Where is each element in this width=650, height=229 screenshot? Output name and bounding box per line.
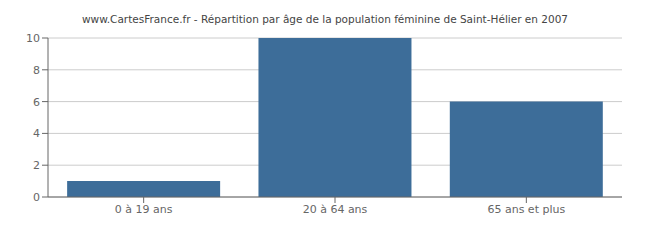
svg-text:6: 6 <box>33 96 40 109</box>
svg-text:65 ans et plus: 65 ans et plus <box>487 203 565 216</box>
svg-text:10: 10 <box>26 32 40 45</box>
svg-text:2: 2 <box>33 159 40 172</box>
svg-text:4: 4 <box>33 127 40 140</box>
html-text:www.CartesFrance.fr - Répartit: www.CartesFrance.fr - Répartition par âg… <box>82 13 568 25</box>
svg-text:0: 0 <box>33 191 40 204</box>
svg-text:8: 8 <box>33 64 40 77</box>
svg-text:0 à 19 ans: 0 à 19 ans <box>115 203 173 216</box>
svg-text:20 à 64 ans: 20 à 64 ans <box>303 203 368 216</box>
